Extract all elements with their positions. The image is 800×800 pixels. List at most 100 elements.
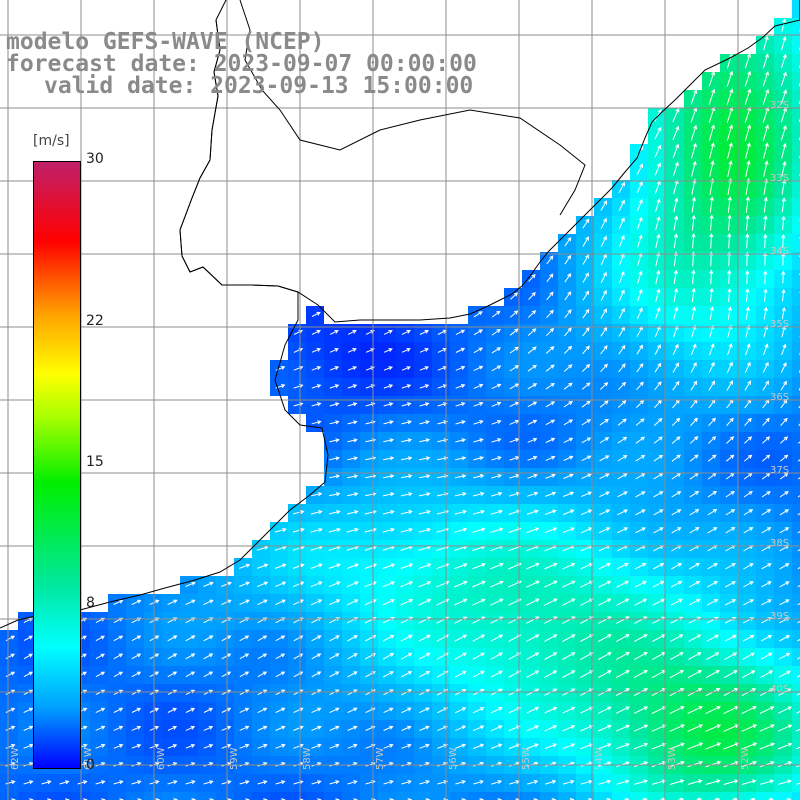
wind-arrow [725,454,735,462]
wind-arrow [709,343,715,356]
wind-arrow [473,365,484,372]
wind-arrow [744,88,752,105]
wind-arrow [673,269,678,285]
wind-arrow [167,635,178,642]
wind-arrow [690,89,698,105]
wind-arrow [311,492,323,497]
wind-arrow [706,634,720,642]
wind-arrow [23,780,34,785]
wind-arrow [491,401,502,407]
wind-cell [792,576,800,594]
wind-arrow [781,18,787,32]
wind-arrow [329,635,340,642]
wind-arrow [382,634,395,642]
wind-arrow [131,725,142,731]
wind-arrow [618,363,626,373]
wind-arrow [167,780,178,785]
wind-arrow [727,343,733,356]
wind-arrow [580,598,594,606]
wind-arrow [691,196,697,213]
wind-arrow [779,454,789,462]
wind-arrow [777,706,793,714]
wind-arrow [780,124,787,141]
wind-arrow [400,492,413,497]
wind-arrow [707,454,717,462]
wind-arrow [382,599,395,606]
wind-arrow [672,125,680,141]
wind-cell [792,90,800,108]
wind-arrow [203,671,214,678]
wind-arrow [562,598,576,606]
wind-arrow [473,347,484,354]
wind-cell [378,792,396,800]
wind-arrow [491,365,502,372]
wind-arrow [615,634,630,643]
wind-arrow [763,196,768,213]
wind-cell [792,324,800,342]
wind-cell [0,792,18,800]
wind-arrow [651,724,667,732]
wind-arrow [777,742,793,750]
wind-cell [432,792,450,800]
wind-arrow [221,635,232,642]
wind-arrow [473,438,484,443]
wind-arrow [599,509,611,516]
wind-arrow [419,329,430,335]
wind-arrow [778,652,791,660]
wind-arrow [617,527,629,534]
wind-arrow [347,420,358,425]
wind-arrow [796,728,800,732]
wind-arrow [203,581,214,587]
wind-arrow [401,707,412,714]
wind-arrow [455,780,467,785]
wind-arrow [708,88,716,105]
wind-arrow [562,670,576,678]
wind-arrow [131,635,142,642]
wind-arrow [725,563,736,570]
wind-arrow [257,653,268,660]
wind-arrow [275,581,287,588]
wind-arrow [275,671,286,678]
wind-arrow [582,290,590,301]
wind-arrow [654,362,662,373]
wind-arrow [167,671,178,678]
wind-arrow [418,581,432,588]
wind-arrow [545,491,557,497]
wind-cell [792,216,800,234]
wind-arrow [724,652,738,660]
wind-arrow [328,527,342,533]
wind-arrow [544,527,558,534]
wind-arrow [599,418,609,426]
wind-arrow [759,761,775,768]
wind-arrow [797,513,800,516]
wind-arrow [131,707,142,713]
wind-arrow [526,725,540,732]
wind-arrow [599,437,610,444]
wind-arrow [490,634,504,642]
wind-arrow [582,236,589,247]
wind-arrow [725,527,736,534]
wind-arrow [617,436,628,444]
wind-arrow [780,71,787,87]
wind-arrow [582,345,590,355]
wind-arrow [239,635,250,642]
wind-arrow [473,383,484,389]
wind-cell [792,162,800,180]
wind-arrow [382,563,396,570]
wind-cell [792,144,800,162]
wind-arrow [526,670,540,678]
wind-cell [792,306,800,324]
wind-arrow [745,142,751,159]
wind-arrow [5,671,16,678]
wind-arrow [673,325,679,338]
longitude-label: 57W [375,747,386,770]
wind-arrow [653,473,664,480]
wind-arrow [797,602,800,606]
wind-arrow [490,725,503,732]
wind-arrow [655,251,661,267]
wind-arrow [691,232,696,249]
wind-arrow [745,251,750,267]
wind-arrow [455,402,466,407]
wind-arrow [617,400,627,408]
